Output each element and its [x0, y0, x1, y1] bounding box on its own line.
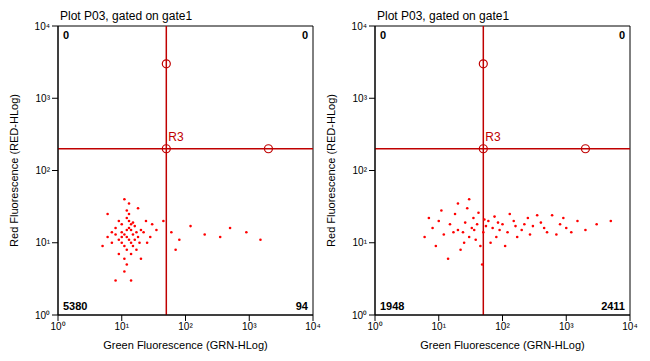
svg-text:2411: 2411 [601, 300, 625, 312]
svg-text:R3: R3 [485, 130, 501, 144]
svg-text:10⁰: 10⁰ [352, 310, 367, 321]
svg-text:R3: R3 [168, 130, 184, 144]
svg-text:10⁴: 10⁴ [35, 21, 50, 32]
svg-text:5380: 5380 [63, 300, 87, 312]
svg-text:0: 0 [380, 29, 386, 41]
svg-text:10⁰: 10⁰ [367, 321, 382, 332]
svg-text:10⁴: 10⁴ [622, 321, 637, 332]
svg-text:10¹: 10¹ [115, 321, 130, 332]
html-text:Plot P03, gated on gate1: Plot P03, gated on gate1 [60, 9, 193, 23]
svg-text:94: 94 [296, 300, 309, 312]
svg-text:10²: 10² [495, 321, 510, 332]
svg-text:10³: 10³ [242, 321, 257, 332]
svg-text:10⁰: 10⁰ [35, 310, 50, 321]
html-text:Plot P03, gated on gate1: Plot P03, gated on gate1 [377, 9, 510, 23]
svg-text:Green Fluorescence (GRN-HLog): Green Fluorescence (GRN-HLog) [103, 339, 267, 351]
svg-text:10³: 10³ [559, 321, 574, 332]
svg-text:10²: 10² [178, 321, 193, 332]
svg-text:10¹: 10¹ [36, 237, 51, 248]
svg-text:0: 0 [302, 29, 308, 41]
svg-text:Green Fluorescence (GRN-HLog): Green Fluorescence (GRN-HLog) [420, 339, 584, 351]
svg-text:10²: 10² [353, 165, 368, 176]
svg-text:10³: 10³ [353, 93, 368, 104]
svg-text:Red Fluorescence (RED-HLog): Red Fluorescence (RED-HLog) [8, 94, 20, 247]
svg-text:10³: 10³ [36, 93, 51, 104]
svg-text:0: 0 [63, 29, 69, 41]
svg-text:10¹: 10¹ [353, 237, 368, 248]
svg-text:0: 0 [619, 29, 625, 41]
svg-text:1948: 1948 [380, 300, 404, 312]
svg-text:10⁰: 10⁰ [50, 321, 65, 332]
svg-text:10²: 10² [36, 165, 51, 176]
svg-text:Red Fluorescence (RED-HLog): Red Fluorescence (RED-HLog) [325, 94, 337, 247]
svg-text:10¹: 10¹ [432, 321, 447, 332]
svg-text:10⁴: 10⁴ [352, 21, 367, 32]
svg-text:10⁴: 10⁴ [305, 321, 320, 332]
